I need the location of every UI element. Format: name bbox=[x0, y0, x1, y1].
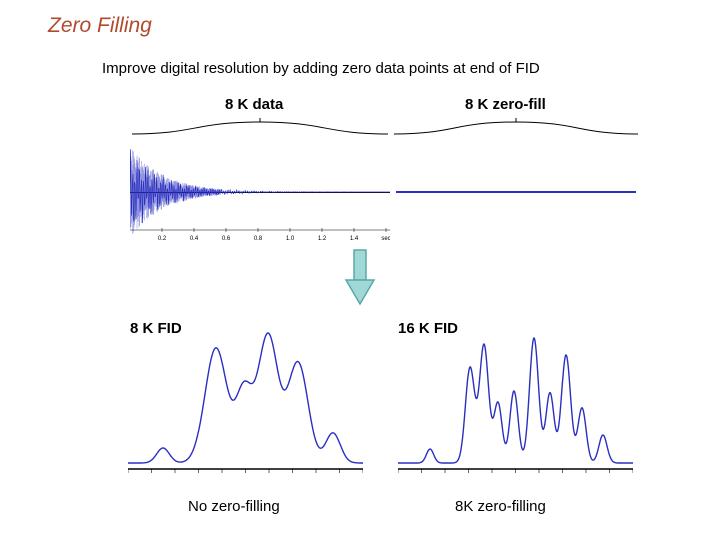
svg-text:0.4: 0.4 bbox=[190, 236, 199, 242]
svg-text:0.2: 0.2 bbox=[158, 236, 167, 242]
brace-right bbox=[392, 118, 640, 136]
svg-text:0.6: 0.6 bbox=[222, 236, 231, 242]
fid-waveform: 0.2 0.4 0.6 0.8 1.0 1.2 1.4 sec bbox=[130, 142, 390, 242]
slide: Zero Filling Improve digital resolution … bbox=[0, 0, 720, 540]
spectrum-hires bbox=[398, 328, 633, 478]
caption-8k-zerofill: 8K zero-filling bbox=[455, 498, 546, 515]
brace-left bbox=[130, 118, 390, 136]
spectrum-lowres bbox=[128, 328, 363, 478]
svg-text:1.4: 1.4 bbox=[350, 236, 359, 242]
svg-text:sec: sec bbox=[381, 236, 390, 242]
slide-subtitle: Improve digital resolution by adding zer… bbox=[102, 60, 540, 77]
svg-text:0.8: 0.8 bbox=[254, 236, 263, 242]
label-8k-data: 8 K data bbox=[225, 96, 283, 113]
down-arrow-icon bbox=[342, 248, 378, 308]
zerofill-line bbox=[396, 142, 636, 242]
caption-no-zerofill: No zero-filling bbox=[188, 498, 280, 515]
svg-text:1.0: 1.0 bbox=[286, 236, 295, 242]
svg-text:1.2: 1.2 bbox=[318, 236, 327, 242]
label-8k-zerofill: 8 K zero-fill bbox=[465, 96, 546, 113]
slide-title: Zero Filling bbox=[48, 14, 152, 38]
